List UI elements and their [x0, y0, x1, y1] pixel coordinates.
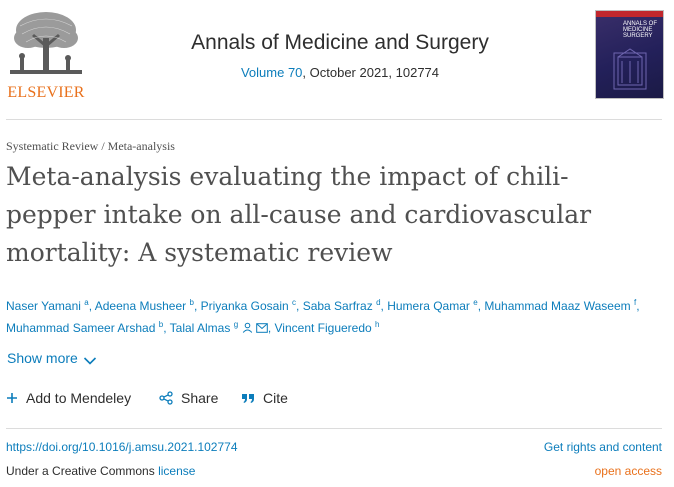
separator: ,	[477, 299, 485, 313]
volume-link[interactable]: Volume 70	[240, 65, 303, 80]
article-title-line-1: Meta-analysis evaluating the impact of c…	[6, 162, 569, 191]
separator: ,	[193, 299, 201, 313]
doi-link[interactable]: https://doi.org/10.1016/j.amsu.2021.1027…	[6, 440, 238, 454]
show-more-button[interactable]: Show more	[7, 350, 97, 366]
cover-line-1: ANNALS OF	[623, 21, 658, 27]
author-name: Vincent Figueredo	[274, 321, 372, 335]
author-affiliation: b	[158, 320, 164, 329]
author-affiliation: a	[84, 298, 89, 307]
get-rights-link[interactable]: Get rights and content	[543, 440, 662, 454]
elsevier-logo[interactable]: ELSEVIER	[6, 8, 86, 101]
author-affiliation: e	[473, 298, 478, 307]
author-name: Humera Qamar	[387, 299, 470, 313]
author-affiliation: d	[376, 298, 381, 307]
cite-button[interactable]: Cite	[241, 390, 288, 406]
separator: ,	[296, 299, 303, 313]
author-name: Saba Sarfraz	[302, 299, 373, 313]
header: ELSEVIER Annals of Medicine and Surgery …	[0, 0, 674, 112]
author-affiliation: b	[189, 298, 194, 307]
author-name: Priyanka Gosain	[200, 299, 289, 313]
author-name: Talal Almas	[169, 321, 231, 335]
show-more-label: Show more	[7, 350, 78, 366]
cover-band	[596, 11, 663, 17]
author-link[interactable]: Muhammad Maaz Waseem f	[484, 298, 637, 314]
header-divider	[6, 119, 662, 120]
user-icon	[242, 322, 252, 333]
author-affiliation: c	[292, 298, 297, 307]
article-title-line-2: pepper intake on all-cause and cardiovas…	[6, 200, 592, 229]
author-list: Naser Yamani a, Adeena Musheer b, Priyan…	[6, 295, 666, 339]
cite-label: Cite	[263, 390, 288, 406]
article-title: Meta-analysis evaluating the impact of c…	[6, 158, 646, 272]
journal-title[interactable]: Annals of Medicine and Surgery	[191, 31, 489, 54]
journal-cover[interactable]: ANNALS OF MEDICINE SURGERY	[595, 10, 664, 99]
separator: ,	[88, 299, 95, 313]
issue-info: , October 2021, 102774	[302, 65, 440, 80]
elsevier-tree-logo-icon	[6, 8, 86, 82]
article-type: Systematic Review / Meta-analysis	[6, 139, 175, 153]
author-link[interactable]: Priyanka Gosain c	[200, 298, 297, 314]
author-link[interactable]: Adeena Musheer b	[94, 298, 194, 314]
separator: ,	[163, 321, 170, 335]
author-affiliation: g	[233, 320, 239, 329]
author-link[interactable]: Talal Almas g	[170, 321, 268, 335]
cover-title: ANNALS OF MEDICINE SURGERY	[623, 21, 657, 39]
separator: ,	[636, 299, 640, 313]
separator: ,	[380, 299, 388, 313]
author-name: Naser Yamani	[6, 299, 81, 313]
open-access-badge: open access	[594, 464, 662, 478]
add-to-mendeley-label: Add to Mendeley	[26, 390, 132, 406]
doi-divider	[6, 428, 662, 429]
author-affiliation: f	[633, 298, 637, 307]
elsevier-wordmark: ELSEVIER	[7, 84, 85, 101]
author-link[interactable]: Humera Qamar e	[387, 298, 478, 314]
author-link[interactable]: Saba Sarfraz d	[302, 298, 381, 314]
license-link[interactable]: license	[158, 464, 196, 478]
add-to-mendeley-button[interactable]: Add to Mendeley	[6, 390, 131, 406]
author-link[interactable]: Muhammad Sameer Arshad b	[6, 320, 164, 336]
plus-icon	[7, 393, 17, 403]
cover-line-2: MEDICINE	[623, 27, 653, 33]
chevron-down-icon	[83, 357, 96, 365]
separator: ,	[267, 321, 275, 335]
share-label: Share	[181, 390, 219, 406]
mail-icon	[256, 323, 268, 333]
author-link[interactable]: Vincent Figueredo h	[274, 320, 380, 336]
share-button[interactable]: Share	[159, 390, 218, 406]
author-link[interactable]: Naser Yamani a	[6, 298, 89, 314]
author-name: Muhammad Sameer Arshad	[6, 321, 156, 335]
cover-art-icon	[613, 48, 647, 90]
author-affiliation: h	[375, 320, 380, 329]
cover-line-3: SURGERY	[623, 33, 653, 39]
journal-info: Volume 70, October 2021, 102774	[120, 65, 560, 80]
author-name: Muhammad Maaz Waseem	[484, 299, 631, 313]
quote-icon	[242, 394, 254, 403]
author-name: Adeena Musheer	[94, 299, 187, 313]
article-title-line-3: mortality: A systematic review	[6, 238, 393, 267]
license-info: Under a Creative Commons license	[6, 464, 195, 478]
license-prefix: Under a Creative Commons	[6, 464, 159, 478]
share-icon	[159, 391, 173, 405]
